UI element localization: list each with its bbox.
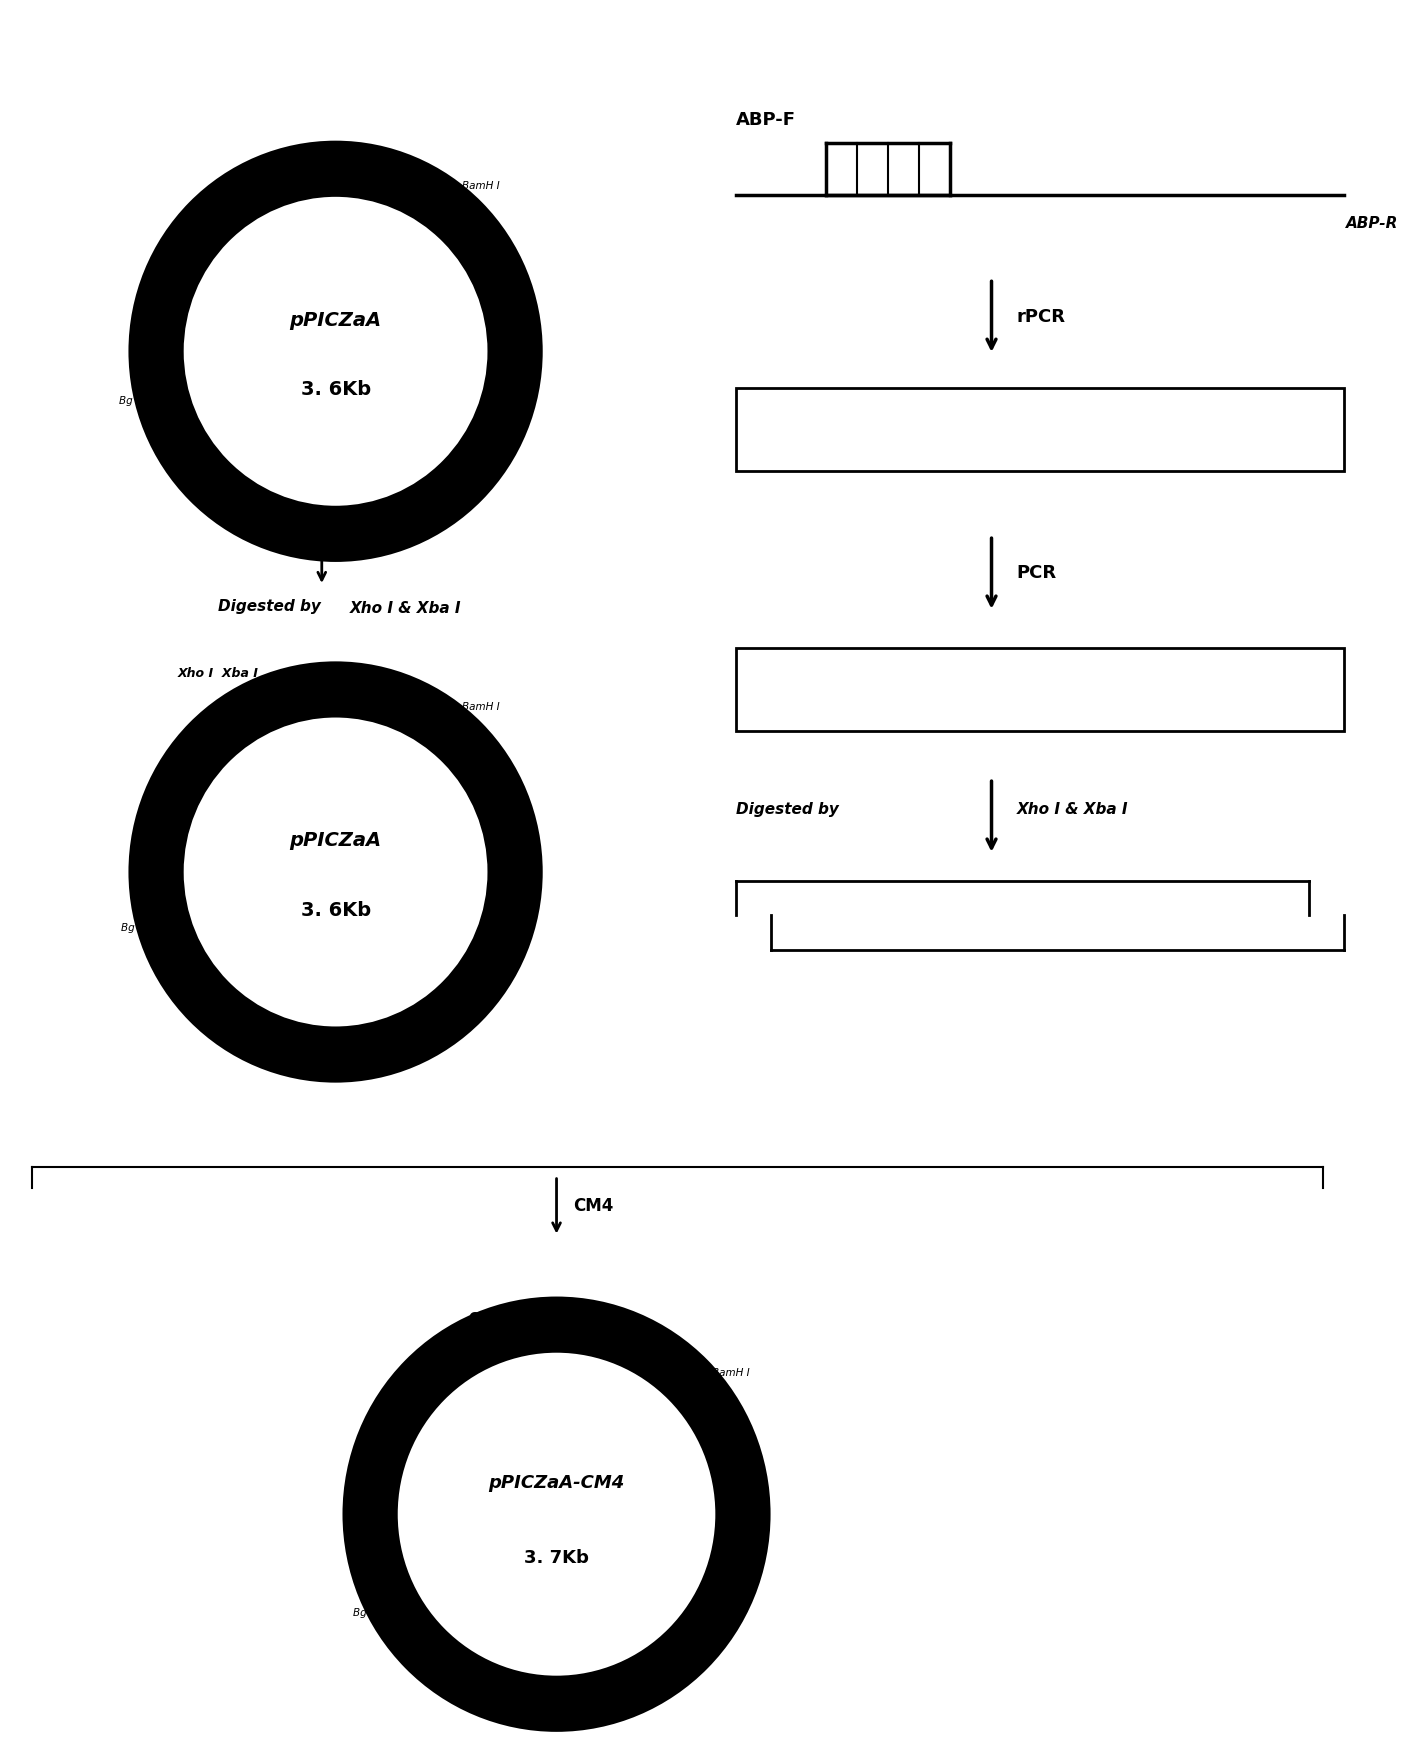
Polygon shape [545,1301,581,1348]
Bar [737,387,1343,471]
Text: pPICZaA: pPICZaA [289,832,381,851]
Polygon shape [532,1679,569,1728]
Polygon shape [137,321,175,366]
Polygon shape [440,715,478,767]
Polygon shape [186,197,224,249]
Polygon shape [447,973,485,1025]
Text: Bg l II: Bg l II [353,1608,382,1618]
Text: ABP-R: ABP-R [1346,216,1398,230]
Text: 3. 7Kb: 3. 7Kb [523,1549,588,1566]
Text: CM4: CM4 [573,1196,614,1216]
Text: Digested by: Digested by [737,802,840,816]
Polygon shape [495,856,535,903]
Polygon shape [193,977,231,1029]
Polygon shape [447,453,485,504]
Polygon shape [409,1624,447,1676]
Polygon shape [310,509,349,558]
Ellipse shape [183,717,487,1027]
Text: BamH I: BamH I [463,181,499,190]
Polygon shape [351,1482,389,1529]
Text: CM4: CM4 [468,1311,502,1325]
Text: pPICZaA: pPICZaA [289,310,381,330]
Text: ABP-F: ABP-F [737,112,796,129]
Text: 3. 6Kb: 3. 6Kb [301,380,371,399]
Ellipse shape [128,141,543,562]
Text: BamH I: BamH I [711,1367,749,1378]
Polygon shape [323,145,360,194]
Polygon shape [402,1355,440,1407]
Ellipse shape [398,1353,715,1676]
Polygon shape [137,841,175,888]
Polygon shape [440,195,478,246]
Text: Bg l II: Bg l II [120,396,148,406]
Polygon shape [724,1498,762,1545]
Text: 3. 6Kb: 3. 6Kb [301,900,371,919]
Polygon shape [737,881,1343,950]
Bar [737,649,1343,731]
Polygon shape [495,335,535,382]
Text: Bg l II: Bg l II [121,923,151,933]
Text: rPCR: rPCR [1016,307,1065,326]
Text: Xho I & Xba I: Xho I & Xba I [350,602,461,616]
Polygon shape [310,1031,349,1080]
Text: PCR: PCR [1016,565,1057,582]
Polygon shape [323,664,360,713]
Text: BamH I: BamH I [463,701,499,712]
Polygon shape [673,1620,711,1672]
Text: pPICZaA-CM4: pPICZaA-CM4 [488,1474,625,1491]
Ellipse shape [183,197,487,506]
Polygon shape [666,1353,704,1404]
Text: Xho I & Xba I: Xho I & Xba I [1016,802,1127,816]
Ellipse shape [343,1296,770,1732]
Polygon shape [186,719,224,771]
Ellipse shape [128,661,543,1083]
Text: Xho I  Xba I: Xho I Xba I [178,666,258,680]
Polygon shape [193,457,231,508]
Text: Digested by: Digested by [219,600,322,614]
